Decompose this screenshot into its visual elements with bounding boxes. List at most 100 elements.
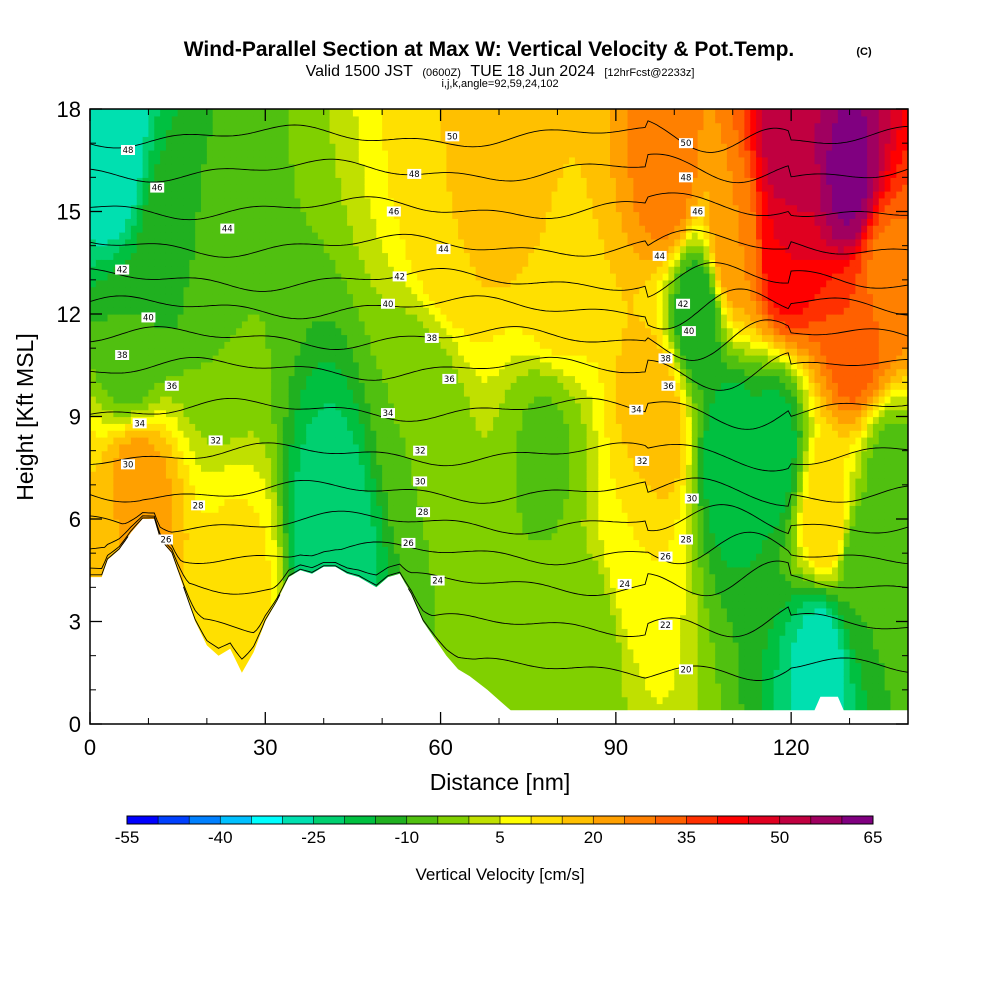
velocity-cell (107, 320, 114, 329)
velocity-cell (224, 279, 231, 288)
velocity-cell (224, 184, 231, 192)
velocity-cell (177, 546, 185, 554)
velocity-cell (247, 491, 255, 500)
velocity-cell (341, 163, 348, 172)
velocity-cell (189, 430, 196, 438)
velocity-cell (323, 505, 331, 513)
velocity-cell (195, 204, 202, 213)
velocity-cell (201, 150, 208, 158)
velocity-cell (212, 614, 220, 623)
velocity-cell (382, 245, 389, 254)
velocity-cell (165, 150, 173, 158)
velocity-cell (113, 382, 120, 390)
velocity-cell (125, 471, 132, 479)
velocity-cell (148, 368, 155, 377)
velocity-cell (376, 443, 383, 452)
velocity-cell (335, 464, 342, 472)
velocity-cell (276, 361, 284, 370)
velocity-cell (206, 402, 214, 411)
velocity-cell (212, 471, 220, 479)
velocity-cell (107, 300, 114, 308)
velocity-cell (370, 122, 377, 131)
velocity-cell (387, 553, 395, 561)
velocity-cell (224, 218, 231, 226)
velocity-cell (90, 259, 97, 267)
velocity-cell (347, 163, 354, 172)
velocity-cell (206, 580, 214, 588)
velocity-cell (288, 266, 296, 274)
velocity-cell (341, 402, 348, 411)
velocity-cell (218, 320, 225, 329)
velocity-cell (212, 416, 220, 424)
velocity-cell (183, 553, 190, 561)
velocity-cell (195, 259, 202, 267)
velocity-cell (101, 109, 109, 117)
velocity-cell (247, 382, 255, 390)
velocity-cell (130, 505, 138, 513)
velocity-cell (253, 423, 261, 431)
velocity-cell (259, 218, 266, 226)
velocity-cell (382, 341, 389, 349)
velocity-cell (352, 566, 360, 575)
velocity-cell (119, 443, 126, 452)
velocity-cell (195, 286, 202, 295)
velocity-cell (125, 232, 132, 240)
velocity-cell (119, 320, 126, 329)
velocity-cell (399, 430, 407, 438)
velocity-cell (387, 443, 395, 452)
velocity-cell (183, 197, 190, 206)
velocity-cell (276, 498, 284, 506)
velocity-cell (329, 143, 336, 151)
velocity-cell (382, 546, 389, 554)
velocity-cell (154, 437, 161, 445)
velocity-cell (236, 478, 243, 486)
velocity-cell (399, 334, 407, 342)
velocity-cell (195, 601, 202, 609)
velocity-cell (206, 443, 214, 452)
velocity-cell (387, 170, 395, 178)
velocity-cell (271, 587, 278, 595)
velocity-cell (405, 382, 412, 390)
velocity-cell (212, 266, 220, 274)
velocity-cell (177, 389, 185, 397)
velocity-cell (247, 580, 255, 588)
velocity-cell (241, 628, 249, 636)
velocity-cell (113, 225, 120, 233)
velocity-cell (183, 348, 190, 356)
velocity-cell (352, 430, 360, 438)
velocity-cell (183, 177, 190, 185)
velocity-cell (253, 430, 261, 438)
velocity-cell (364, 334, 372, 342)
velocity-cell (189, 525, 196, 534)
velocity-cell (212, 594, 220, 602)
velocity-cell (259, 136, 266, 144)
velocity-cell (148, 266, 155, 274)
velocity-cell (101, 519, 109, 527)
velocity-cell (113, 471, 120, 479)
velocity-cell (323, 225, 331, 233)
velocity-cell (230, 614, 237, 623)
velocity-cell (101, 279, 109, 288)
velocity-cell (224, 382, 231, 390)
velocity-cell (224, 450, 231, 459)
velocity-cell (201, 115, 208, 124)
velocity-cell (160, 355, 167, 363)
velocity-cell (95, 279, 103, 288)
velocity-cell (230, 423, 237, 431)
velocity-cell (382, 437, 389, 445)
velocity-cell (189, 238, 196, 247)
velocity-cell (119, 519, 126, 527)
velocity-cell (376, 409, 383, 418)
velocity-cell (387, 389, 395, 397)
velocity-cell (271, 573, 278, 582)
velocity-cell (101, 355, 109, 363)
velocity-cell (230, 177, 237, 185)
velocity-cell (282, 259, 290, 267)
velocity-cell (183, 314, 190, 322)
velocity-cell (247, 341, 255, 349)
velocity-cell (288, 512, 296, 520)
velocity-cell (341, 129, 348, 137)
velocity-cell (347, 320, 354, 329)
velocity-cell (288, 307, 296, 315)
velocity-cell (206, 334, 214, 342)
